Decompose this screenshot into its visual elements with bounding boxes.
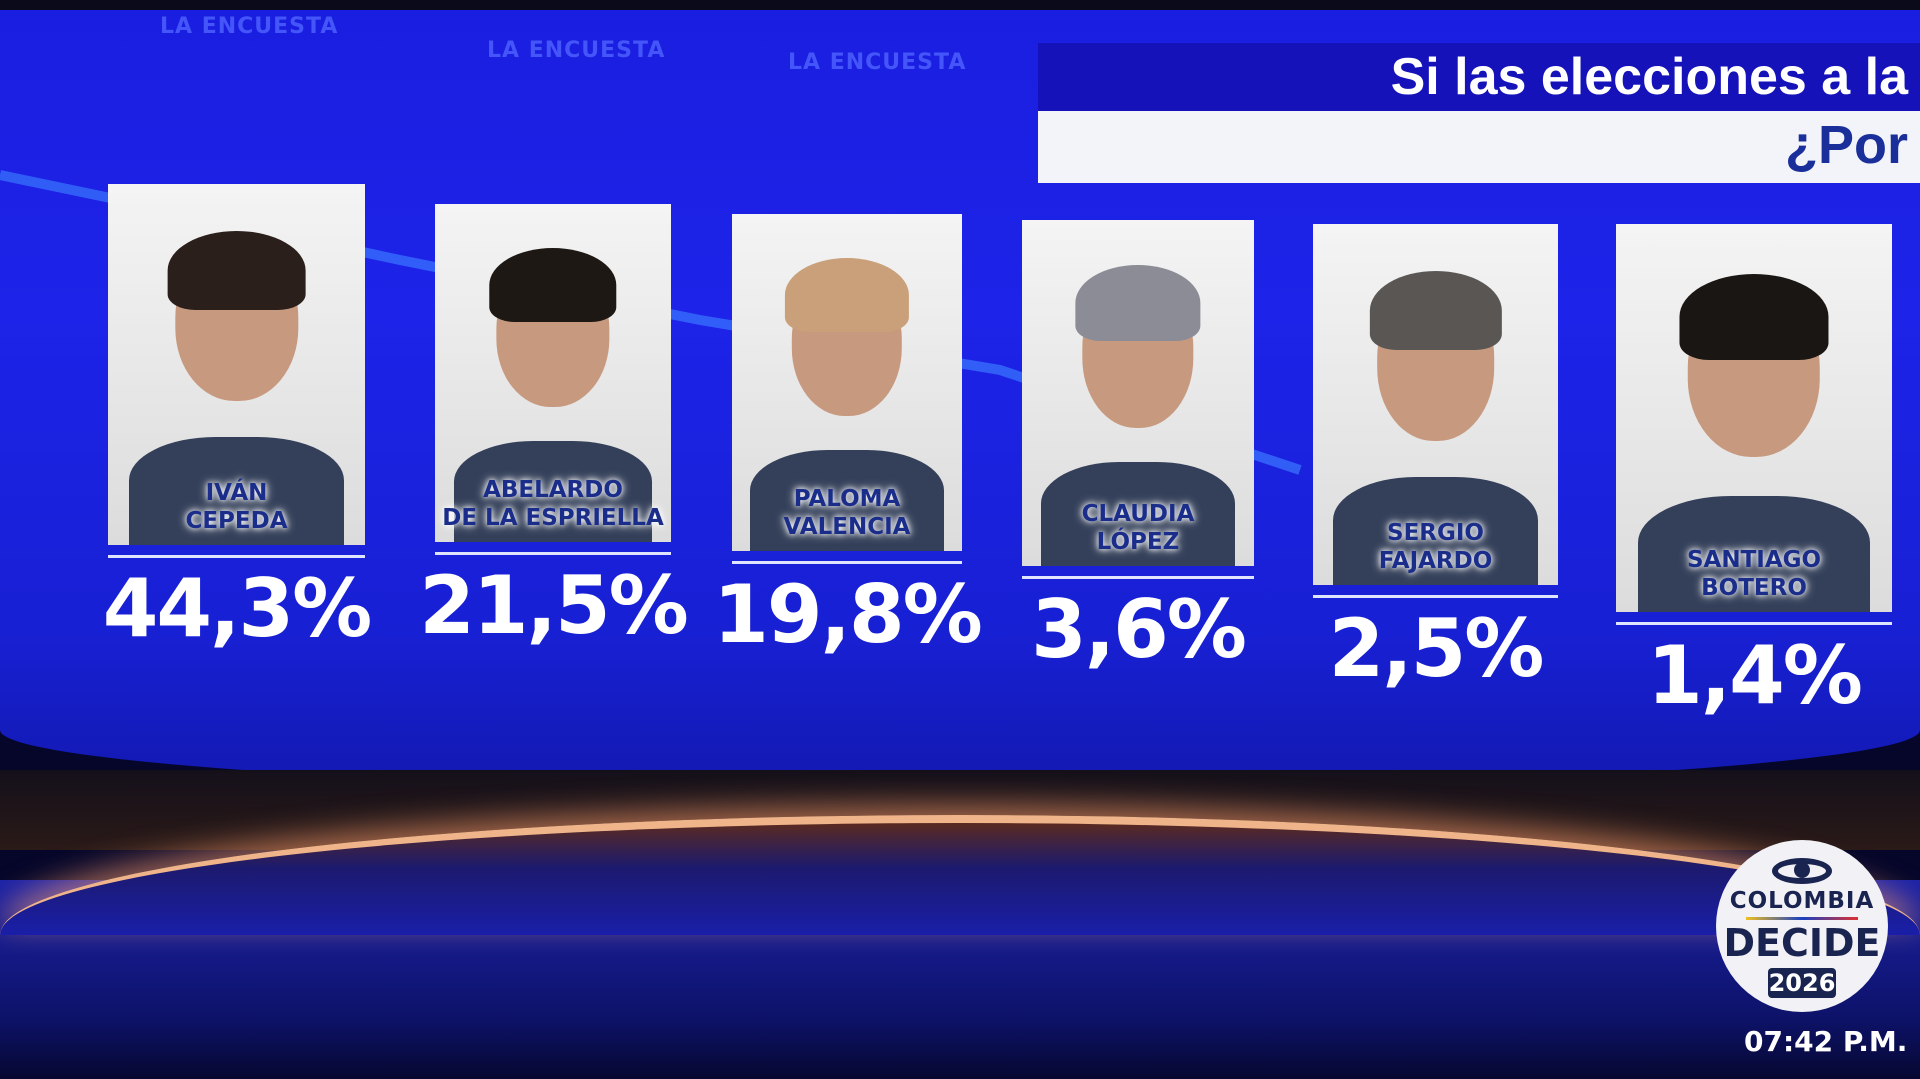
headline-bar: Si las elecciones a la — [1038, 43, 1920, 111]
card-underline — [1616, 622, 1892, 625]
candidate-percent: 19,8% — [713, 568, 983, 661]
card-underline — [435, 552, 671, 555]
candidate-percent: 3,6% — [1031, 583, 1247, 676]
question-bar: ¿Por — [1038, 111, 1920, 183]
caracol-eye-icon — [1772, 858, 1832, 884]
candidate-percent: 44,3% — [102, 562, 373, 655]
candidate-photo — [1616, 224, 1892, 612]
watermark: LA ENCUESTA — [788, 50, 967, 75]
logo-line1: COLOMBIA — [1729, 888, 1875, 914]
logo-year: 2026 — [1768, 968, 1836, 998]
candidate-photo — [108, 184, 365, 545]
candidate-card: IVÁN CEPEDA — [108, 184, 365, 545]
candidate-card: ABELARDO DE LA ESPRIELLA — [435, 204, 671, 542]
candidate-card: SERGIO FAJARDO — [1313, 224, 1558, 585]
candidate-percent: 21,5% — [419, 559, 689, 652]
candidate-name: SERGIO FAJARDO — [1378, 520, 1493, 574]
candidate-name: CLAUDIA LÓPEZ — [1081, 501, 1195, 555]
card-underline — [1313, 595, 1558, 598]
candidate-percent: 2,5% — [1328, 602, 1545, 695]
question-text: ¿Por — [1784, 115, 1908, 175]
card-underline — [1022, 576, 1254, 579]
top-edge — [0, 0, 1920, 10]
headline-title: Si las elecciones a la — [1390, 48, 1908, 106]
watermark: LA ENCUESTA — [160, 14, 339, 39]
watermark: LA ENCUESTA — [487, 38, 666, 63]
clock: 07:42 P.M. — [1744, 1025, 1908, 1058]
candidate-photo — [435, 204, 671, 542]
broadcast-screen: LA ENCUESTA LA ENCUESTA LA ENCUESTA Si l… — [0, 0, 1920, 790]
colombia-decide-logo: COLOMBIA DECIDE 2026 — [1716, 840, 1888, 1012]
candidate-card: PALOMA VALENCIA — [732, 214, 962, 551]
logo-line2: DECIDE — [1723, 921, 1881, 965]
candidate-card: SANTIAGO BOTERO — [1616, 224, 1892, 612]
card-underline — [732, 561, 962, 564]
candidate-name: SANTIAGO BOTERO — [1686, 547, 1822, 601]
candidate-name: PALOMA VALENCIA — [783, 486, 911, 540]
candidate-photo — [1313, 224, 1558, 585]
logo-flag-rule — [1746, 917, 1858, 920]
candidate-card: CLAUDIA LÓPEZ — [1022, 220, 1254, 566]
candidate-percent: 1,4% — [1647, 629, 1863, 722]
candidate-name: IVÁN CEPEDA — [185, 480, 288, 534]
candidate-photo — [732, 214, 962, 551]
candidate-name: ABELARDO DE LA ESPRIELLA — [442, 477, 664, 531]
candidate-photo — [1022, 220, 1254, 566]
card-underline — [108, 555, 365, 558]
